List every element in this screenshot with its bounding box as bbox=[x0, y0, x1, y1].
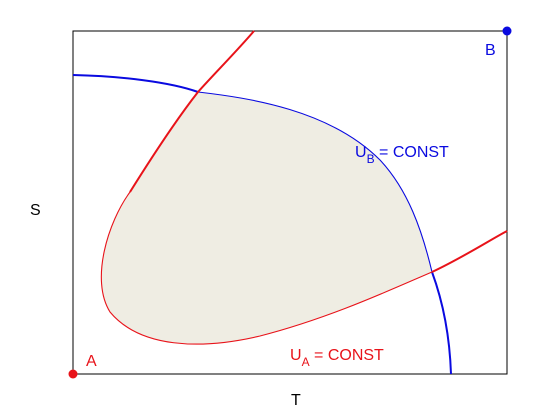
point-a-marker bbox=[68, 369, 78, 379]
ua-label-sub: A bbox=[302, 355, 310, 369]
ua-label-rest: = CONST bbox=[310, 347, 384, 364]
ub-indifference-curve-lower-thick bbox=[431, 271, 452, 375]
box-frame bbox=[72, 30, 508, 375]
ub-label-rest: = CONST bbox=[375, 144, 449, 161]
ua-indifference-curve-upper-thick bbox=[129, 30, 255, 193]
ub-label-main: U bbox=[355, 144, 367, 161]
point-b-label: B bbox=[485, 42, 496, 59]
ub-curve-label: UB = CONST bbox=[355, 144, 449, 166]
ua-indifference-curve-right-thick bbox=[431, 230, 508, 273]
ua-label-main: U bbox=[290, 347, 302, 364]
lens-region bbox=[101, 92, 432, 345]
y-axis-label: S bbox=[30, 202, 41, 219]
ub-indifference-curve-outer-thick bbox=[72, 74, 199, 93]
ub-label-sub: B bbox=[367, 152, 375, 166]
point-b-marker bbox=[502, 26, 512, 36]
x-axis-label: T bbox=[291, 392, 301, 409]
ua-curve-label: UA = CONST bbox=[290, 347, 384, 369]
point-a-label: A bbox=[86, 353, 97, 370]
